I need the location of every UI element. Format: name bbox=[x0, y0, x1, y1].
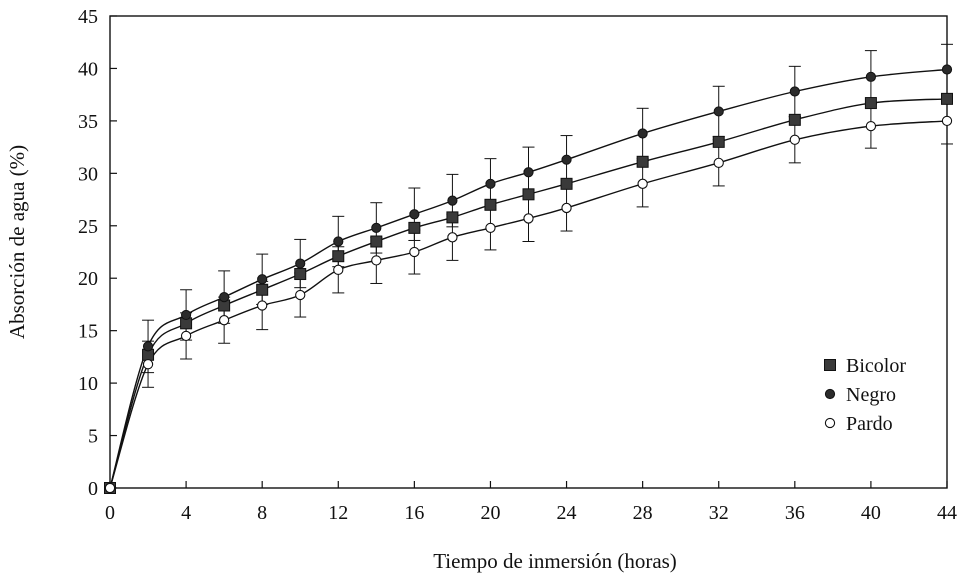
data-point-bicolor bbox=[370, 235, 383, 248]
data-point-negro bbox=[789, 86, 800, 97]
x-tick-label: 8 bbox=[257, 502, 267, 524]
data-point-pardo bbox=[447, 232, 458, 243]
data-point-negro bbox=[333, 236, 344, 247]
x-tick-label: 12 bbox=[328, 502, 348, 524]
legend-label-negro: Negro bbox=[846, 384, 896, 406]
series-points-bicolor bbox=[104, 92, 953, 494]
data-point-bicolor bbox=[712, 135, 725, 148]
x-tick-label: 20 bbox=[480, 502, 500, 524]
series-pardo bbox=[109, 97, 953, 489]
data-point-negro bbox=[219, 292, 230, 303]
data-point-negro bbox=[561, 154, 572, 165]
series-line-pardo bbox=[109, 120, 948, 489]
x-tick-label: 24 bbox=[557, 502, 577, 524]
x-tick-label: 32 bbox=[709, 502, 729, 524]
data-point-bicolor bbox=[941, 92, 953, 105]
data-point-pardo bbox=[789, 134, 800, 145]
data-point-pardo bbox=[180, 330, 192, 342]
data-point-bicolor bbox=[636, 155, 649, 168]
legend: Bicolor Negro Pardo bbox=[824, 355, 906, 435]
y-tick-label: 15 bbox=[78, 321, 98, 343]
data-point-bicolor bbox=[864, 97, 877, 110]
data-point-negro bbox=[257, 274, 268, 285]
data-point-bicolor bbox=[446, 211, 459, 224]
data-point-negro bbox=[295, 258, 306, 269]
data-point-pardo bbox=[218, 315, 230, 326]
x-tick-label: 0 bbox=[105, 502, 115, 524]
x-tick-label: 16 bbox=[404, 502, 424, 524]
data-point-negro bbox=[180, 309, 192, 321]
data-point-bicolor bbox=[560, 177, 573, 190]
y-tick-label: 0 bbox=[88, 478, 98, 500]
y-axis-title: Absorción de agua (%) bbox=[5, 145, 29, 339]
series-line-bicolor bbox=[109, 98, 948, 489]
data-point-pardo bbox=[104, 482, 116, 494]
data-point-bicolor bbox=[294, 268, 307, 281]
data-point-pardo bbox=[637, 178, 648, 189]
data-point-negro bbox=[142, 341, 154, 352]
data-point-negro bbox=[637, 128, 648, 139]
y-tick-label: 25 bbox=[78, 216, 98, 238]
data-point-bicolor bbox=[332, 250, 345, 263]
y-tick-label: 30 bbox=[78, 163, 98, 185]
legend-label-pardo: Pardo bbox=[846, 413, 893, 435]
y-tick-label: 45 bbox=[78, 6, 98, 28]
data-point-pardo bbox=[257, 300, 268, 311]
axes: 0 4 8 12 16 20 24 28 32 36 40 44 0 5 10 15 20 25 30 35 40 45 bbox=[78, 6, 957, 524]
x-tick-label: 28 bbox=[633, 502, 653, 524]
data-point-pardo bbox=[865, 120, 877, 132]
x-tick-label: 44 bbox=[937, 502, 957, 524]
x-axis-title: Tiempo de inmersión (horas) bbox=[433, 549, 677, 573]
y-tick-label: 20 bbox=[78, 268, 98, 290]
data-point-bicolor bbox=[408, 221, 421, 234]
data-point-pardo bbox=[941, 115, 953, 127]
series-points-pardo bbox=[104, 115, 953, 494]
legend-marker-negro bbox=[824, 388, 836, 400]
data-point-negro bbox=[409, 209, 420, 220]
y-tick-label: 5 bbox=[88, 426, 98, 448]
series-line-negro bbox=[109, 68, 948, 489]
series-layer bbox=[104, 43, 953, 494]
data-point-negro bbox=[485, 178, 496, 189]
x-tick-label: 36 bbox=[785, 502, 805, 524]
data-point-pardo bbox=[333, 264, 344, 275]
legend-marker-bicolor bbox=[824, 359, 836, 371]
legend-label-bicolor: Bicolor bbox=[846, 355, 906, 377]
y-tick-label: 40 bbox=[78, 58, 98, 80]
y-tick-label: 35 bbox=[78, 111, 98, 133]
data-point-negro bbox=[523, 167, 534, 178]
data-point-bicolor bbox=[788, 113, 801, 126]
data-point-negro bbox=[713, 106, 724, 117]
legend-marker-pardo bbox=[824, 417, 836, 429]
data-point-negro bbox=[371, 222, 382, 233]
data-point-pardo bbox=[523, 213, 534, 224]
data-point-negro bbox=[865, 71, 877, 82]
plot-frame bbox=[109, 15, 948, 489]
data-point-negro bbox=[447, 195, 458, 206]
data-point-bicolor bbox=[522, 188, 535, 201]
data-point-pardo bbox=[713, 157, 724, 168]
data-point-negro bbox=[941, 64, 953, 75]
y-tick-label: 10 bbox=[78, 373, 98, 395]
data-point-bicolor bbox=[484, 198, 497, 211]
data-point-pardo bbox=[485, 222, 496, 234]
series-bicolor bbox=[109, 98, 948, 489]
data-point-bicolor bbox=[256, 283, 269, 296]
series-points-negro bbox=[104, 64, 953, 494]
data-point-pardo bbox=[142, 359, 154, 370]
x-tick-label: 40 bbox=[861, 502, 881, 524]
data-point-pardo bbox=[409, 246, 420, 258]
x-tick-label: 4 bbox=[181, 502, 191, 524]
data-point-pardo bbox=[371, 255, 382, 266]
data-point-pardo bbox=[561, 202, 572, 214]
data-point-pardo bbox=[295, 289, 306, 301]
